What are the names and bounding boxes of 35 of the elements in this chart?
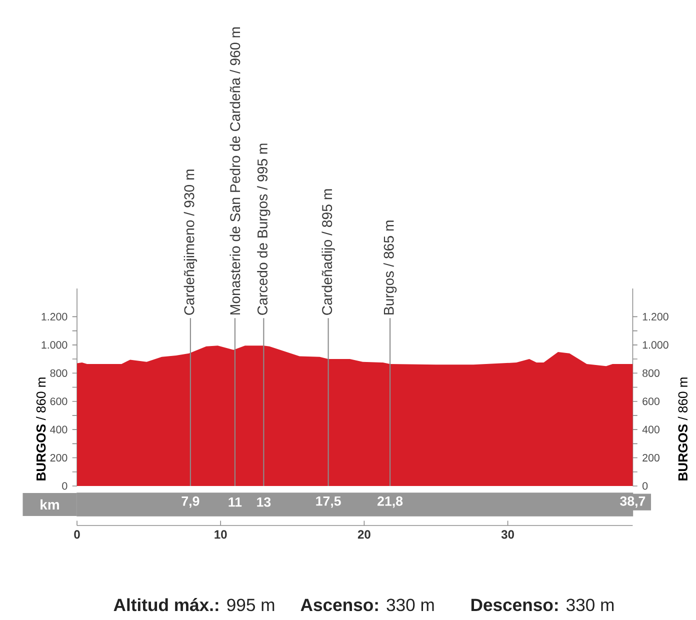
y-tick-label: 400 bbox=[50, 426, 68, 434]
x-tick-label: 30 bbox=[501, 530, 514, 539]
y-tick-label: 1.000 bbox=[42, 341, 68, 349]
ref-line-label: Cardeñajimeno / 930 m bbox=[184, 170, 198, 315]
text: Descenso: 330 m bbox=[471, 598, 614, 612]
y2-tick-label: 200 bbox=[642, 454, 660, 462]
y-tick-label: 1.200 bbox=[42, 312, 68, 320]
y2-tick-label: 800 bbox=[642, 369, 660, 377]
ref-line-label: Carcedo de Burgos / 995 m bbox=[257, 144, 270, 315]
y2-tick-label: 400 bbox=[642, 426, 660, 434]
ref-line-label: Cardeñadijo / 895 m bbox=[322, 189, 335, 315]
y-tick-label: 200 bbox=[50, 454, 68, 462]
x-tick-label: 0 bbox=[74, 530, 80, 539]
y-axis-title: BURGOS / 860 m bbox=[36, 378, 46, 480]
x-tick-label: 10 bbox=[214, 530, 227, 539]
text: Altitud máx.: 995 m bbox=[114, 598, 274, 612]
y2-tick-label: 600 bbox=[642, 398, 660, 406]
y2-tick-label: 1.000 bbox=[642, 341, 668, 349]
ref-line-label: Burgos / 865 m bbox=[383, 220, 397, 314]
y-tick-label: 800 bbox=[50, 369, 68, 377]
x2-tick-label: 13 bbox=[257, 497, 271, 507]
x2-tick-label: 7,9 bbox=[182, 496, 200, 508]
x2-tick-label: 17,5 bbox=[316, 496, 341, 508]
x2-tick-label: 21,8 bbox=[378, 496, 403, 508]
y-tick-label: 0 bbox=[62, 482, 68, 490]
x2-tick-label: 11 bbox=[228, 497, 242, 507]
x2-tick-label: 38,7 bbox=[620, 496, 646, 508]
ref-line-label: Monasterio de San Pedro de Cardeña / 960 m bbox=[230, 27, 240, 314]
y-tick-label: 600 bbox=[50, 398, 68, 406]
x-tick-label: 20 bbox=[358, 530, 370, 539]
x2-axis-title: km bbox=[40, 499, 59, 510]
y2-axis-title: BURGOS / 860 m bbox=[678, 378, 688, 480]
y2-tick-label: 0 bbox=[642, 482, 648, 490]
y2-tick-label: 1.200 bbox=[642, 312, 668, 320]
text: Ascenso: 330 m bbox=[300, 598, 434, 612]
